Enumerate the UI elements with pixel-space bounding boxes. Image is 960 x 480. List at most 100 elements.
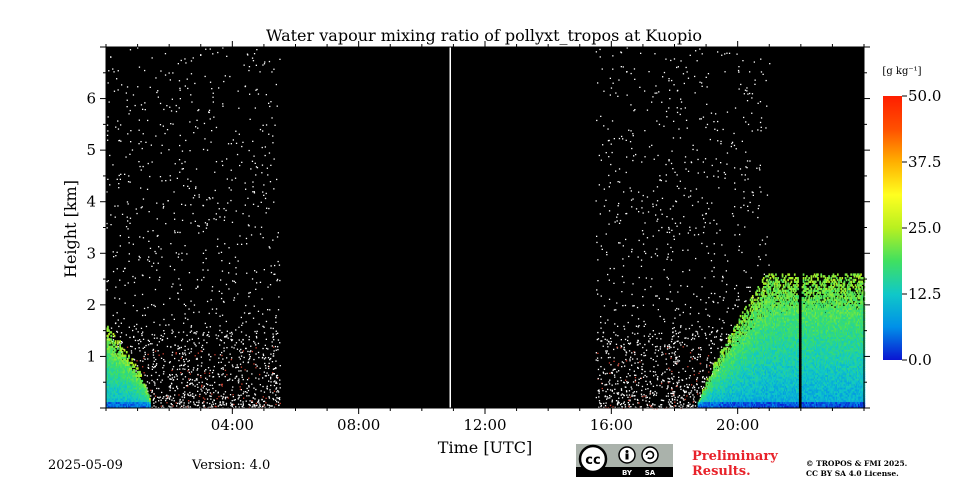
- moisture-cell: [122, 370, 125, 374]
- moisture-cell: [107, 403, 109, 406]
- noise-dot: [230, 335, 232, 337]
- noise-dot: [257, 401, 259, 403]
- noise-dot: [220, 395, 222, 397]
- noise-dot: [744, 226, 746, 228]
- noise-dot: [259, 128, 262, 131]
- noise-dot: [198, 109, 200, 111]
- moisture-cell: [113, 361, 116, 365]
- noise-dot: [207, 367, 210, 369]
- moisture-cell: [133, 396, 136, 399]
- moisture-cell: [130, 361, 132, 365]
- noise-dot: [620, 345, 622, 347]
- moisture-cell: [719, 390, 722, 394]
- noise-dot: [734, 167, 736, 169]
- noise-dot: [136, 310, 138, 312]
- moisture-cell: [124, 370, 127, 374]
- moisture-cell: [113, 372, 116, 376]
- noise-dot: [703, 226, 705, 228]
- noise-dot: [277, 339, 280, 341]
- noise-dot: [205, 388, 207, 390]
- moisture-cell: [110, 383, 113, 386]
- noise-dot: [235, 342, 238, 344]
- moisture-cell: [111, 399, 114, 403]
- noise-dot: [726, 311, 728, 313]
- noise-dot: [626, 394, 628, 396]
- moisture-cell: [135, 397, 138, 401]
- moisture-cell: [143, 383, 146, 386]
- noise-dot: [245, 334, 247, 336]
- moisture-cell: [114, 390, 117, 394]
- moisture-cell: [713, 394, 715, 397]
- noise-dot: [678, 405, 680, 407]
- moisture-cell: [106, 338, 108, 341]
- moisture-cell: [713, 405, 715, 408]
- moisture-cell: [127, 403, 129, 406]
- noise-dot: [181, 356, 183, 358]
- noise-dot: [713, 407, 715, 410]
- noise-dot: [116, 178, 118, 180]
- noise-dot: [720, 143, 722, 145]
- moisture-cell: [141, 383, 144, 386]
- moisture-cell: [113, 369, 116, 372]
- noise-dot: [209, 48, 211, 50]
- moisture-cell: [125, 383, 128, 386]
- noise-dot: [106, 227, 108, 229]
- noise-dot: [278, 296, 280, 298]
- moisture-cell: [125, 392, 128, 395]
- noise-dot: [606, 372, 608, 375]
- noise-dot: [112, 339, 115, 341]
- noise-dot: [178, 359, 180, 362]
- moisture-cell: [143, 385, 146, 388]
- noise-dot: [605, 199, 607, 201]
- noise-dot: [652, 359, 654, 361]
- moisture-cell: [713, 372, 715, 376]
- moisture-cell: [722, 352, 724, 356]
- noise-dot: [656, 186, 659, 188]
- moisture-cell: [713, 403, 715, 406]
- noise-dot: [190, 94, 192, 96]
- moisture-cell: [718, 388, 721, 392]
- moisture-cell: [722, 394, 724, 397]
- noise-dot: [644, 130, 646, 132]
- noise-dot: [236, 243, 239, 245]
- moisture-cell: [117, 385, 119, 388]
- moisture-cell: [698, 401, 701, 404]
- noise-dot: [634, 379, 637, 381]
- noise-dot: [226, 396, 228, 398]
- noise-dot: [600, 366, 602, 368]
- noise-dot: [747, 286, 750, 288]
- noise-dot: [163, 371, 165, 373]
- noise-dot: [717, 302, 719, 304]
- noise-dot: [610, 341, 612, 343]
- moisture-cell: [724, 376, 726, 379]
- noise-dot: [273, 368, 276, 370]
- noise-dot: [270, 357, 272, 360]
- noise-dot: [687, 402, 690, 404]
- noise-dot: [151, 57, 153, 59]
- noise-dot: [596, 338, 598, 341]
- moisture-cell: [120, 396, 123, 399]
- noise-dot: [715, 336, 717, 338]
- noise-dot: [606, 384, 608, 386]
- noise-dot: [650, 405, 652, 407]
- noise-dot: [242, 322, 244, 324]
- noise-dot: [116, 251, 118, 253]
- moisture-cell: [134, 387, 137, 390]
- noise-dot: [642, 346, 644, 349]
- moisture-cell: [709, 376, 712, 379]
- noise-dot: [610, 87, 613, 89]
- moisture-cell: [120, 381, 123, 385]
- noise-dot: [138, 343, 140, 345]
- noise-dot: [164, 53, 167, 55]
- moisture-cell: [725, 358, 727, 361]
- noise-dot: [597, 331, 599, 334]
- moisture-cell: [127, 381, 129, 385]
- noise-dot: [736, 299, 738, 301]
- noise-dot: [106, 134, 109, 136]
- noise-dot: [623, 281, 625, 284]
- noise-dot: [213, 365, 215, 368]
- noise-dot: [657, 154, 659, 157]
- noise-dot: [239, 235, 241, 237]
- noise-dot: [208, 372, 211, 374]
- noise-dot: [140, 141, 142, 143]
